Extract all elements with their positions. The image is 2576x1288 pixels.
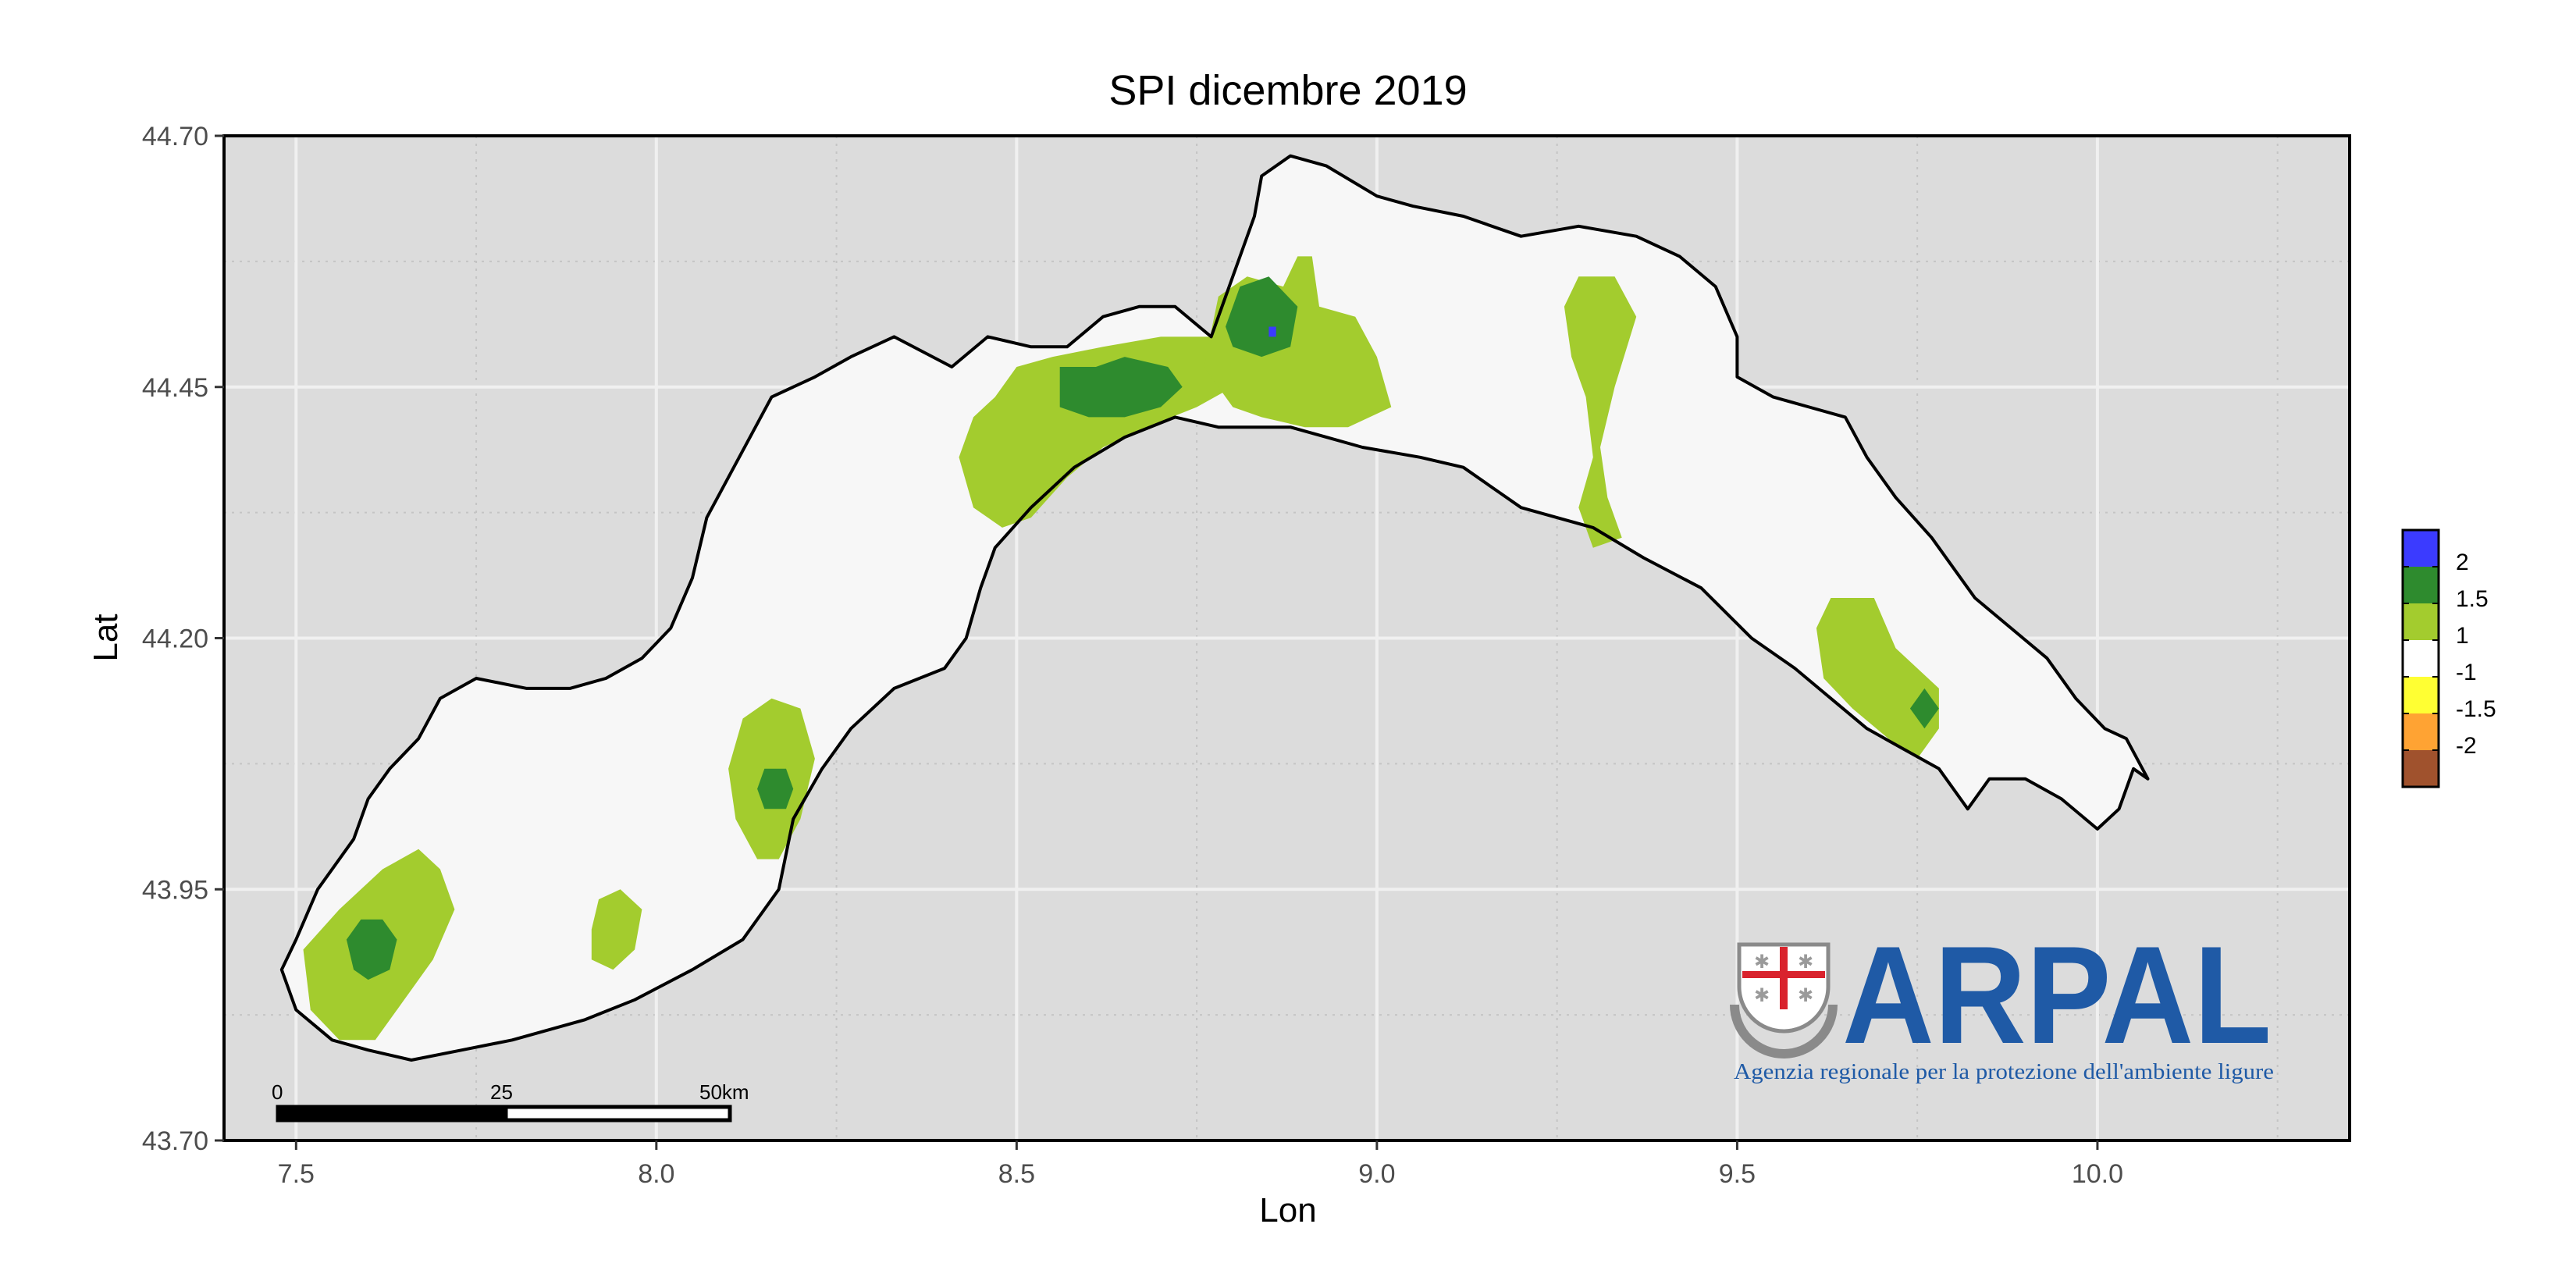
svg-text:✱: ✱ [1798,984,1813,1006]
spi-area-1.5 [1909,688,1939,729]
spi-area-1.5 [757,768,794,809]
legend-key [2403,567,2439,603]
legend-label: 1 [2456,623,2469,649]
legend-label: -1 [2456,660,2477,685]
scale-label-0: 0 [272,1080,283,1104]
liguria-shield-icon: ✱ ✱ ✱ ✱ [1730,942,1838,1059]
x-tick-label: 7.5 [278,1159,315,1189]
svg-text:✱: ✱ [1798,951,1813,973]
legend-key [2403,750,2439,787]
x-axis: 7.5 8.0 8.5 9.0 9.5 10.0 [278,1140,2123,1189]
spi-area-2 [1268,326,1276,337]
scale-bar-frame [276,1105,732,1123]
y-tick-label: 44.70 [142,122,208,151]
legend-key [2403,713,2439,750]
region-outline [279,154,2150,1062]
legend-label: 2 [2456,550,2469,575]
x-tick-label: 9.5 [1719,1159,1756,1189]
y-axis-title: Lat [87,614,125,661]
svg-text:✱: ✱ [1754,951,1770,973]
spi-area-1.5 [1226,276,1298,358]
legend-label: 1.5 [2456,586,2489,612]
spi-area-1 [591,889,642,970]
scale-label-25: 25 [490,1080,513,1104]
arpal-logo: ✱ ✱ ✱ ✱ ARPAL Agenzia regionale per la p… [1730,917,2274,1084]
legend-frame [2401,528,2440,788]
spi-area-1 [1564,276,1637,548]
x-tick-label: 9.0 [1358,1159,1395,1189]
plot-panel [222,134,2351,1142]
x-tick-label: 10.0 [2072,1159,2123,1189]
scale-bar-white-segment [503,1105,732,1123]
scale-bar-black-segment [278,1107,506,1120]
spi-areas [303,256,1939,1041]
chart-title: SPI dicembre 2019 [1108,67,1467,114]
spi-area-1.5 [346,919,397,980]
legend: 2 1.5 1 -1 -1.5 -2 [2401,528,2496,788]
arpal-subtitle: Agenzia regionale per la protezione dell… [1734,1059,2274,1084]
legend-label: -1.5 [2456,696,2496,722]
y-tick-label: 43.70 [142,1126,208,1156]
legend-key [2403,677,2439,713]
legend-key [2403,640,2439,677]
arpal-wordmark: ARPAL [1842,917,2272,1073]
x-tick-label: 8.5 [998,1159,1035,1189]
scale-label-50km: 50km [699,1080,749,1104]
spi-area-1 [1816,598,1939,759]
x-tick-label: 8.0 [638,1159,674,1189]
y-tick-label: 44.20 [142,624,208,654]
svg-text:✱: ✱ [1754,984,1770,1006]
legend-key [2403,603,2439,640]
spi-area-1.5 [1059,357,1183,418]
scale-bar: 0 25 50km [272,1080,749,1123]
legend-label: -2 [2456,733,2477,759]
x-axis-title: Lon [1259,1191,1316,1229]
region-boundary [279,154,2150,1062]
legend-key [2403,530,2439,567]
y-axis: 43.70 43.95 44.20 44.45 44.70 [142,122,224,1156]
y-tick-label: 43.95 [142,875,208,905]
y-tick-label: 44.45 [142,373,208,403]
